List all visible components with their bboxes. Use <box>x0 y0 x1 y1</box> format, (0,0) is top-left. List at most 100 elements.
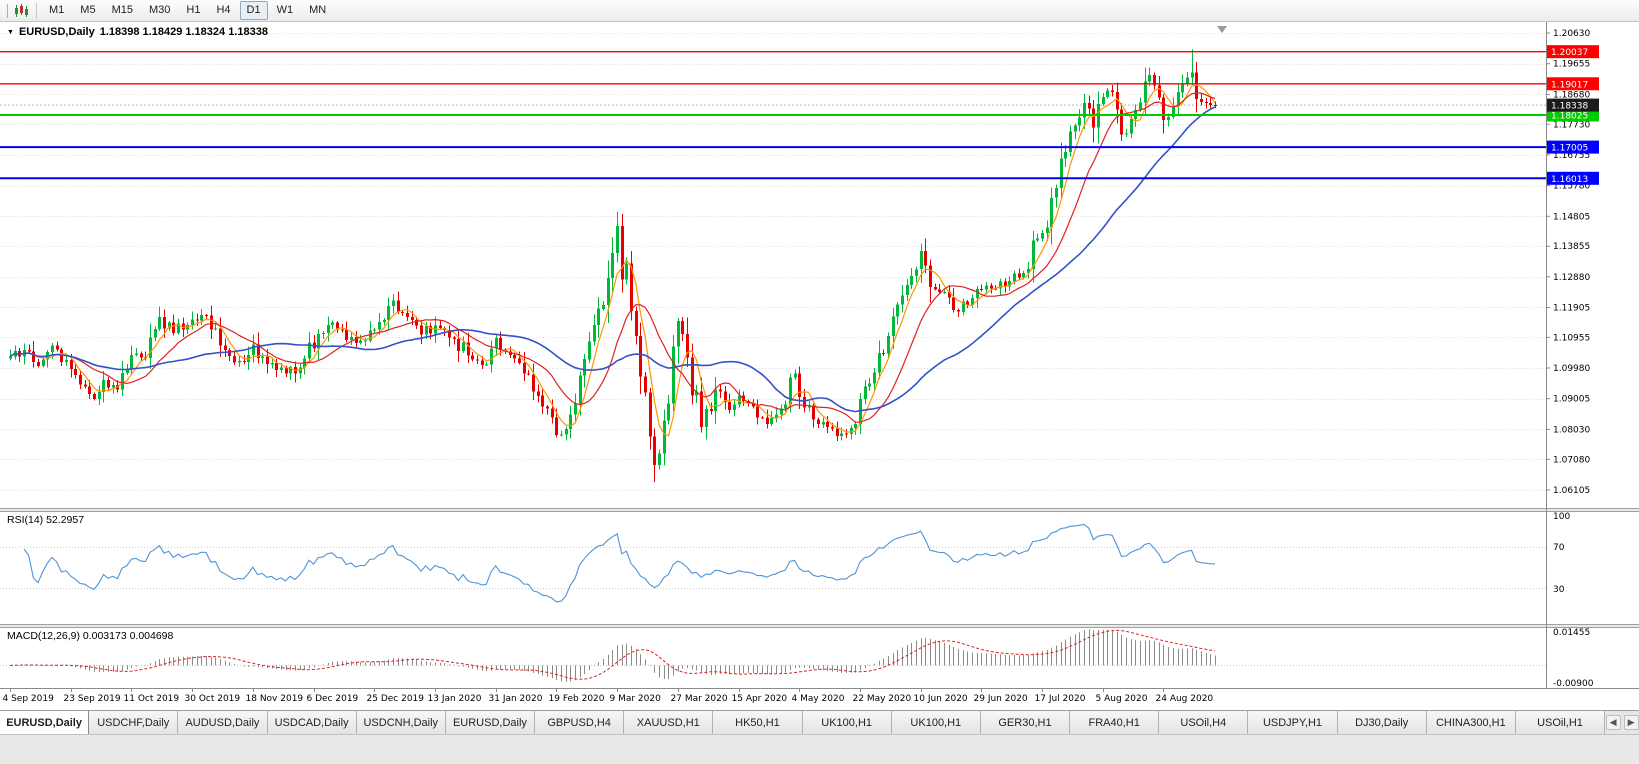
price-axis[interactable]: 1.20630 1.19655 1.18680 1.17730 1.16755 1.157… <box>1546 22 1599 689</box>
timeframe-button-MN[interactable]: MN <box>309 4 327 16</box>
chart-tab-1[interactable]: USDCHF,Daily <box>89 711 179 734</box>
chart-tab-11[interactable]: GER30,H1 <box>980 711 1071 734</box>
candles-series <box>9 49 1217 482</box>
svg-text:1.18025: 1.18025 <box>1551 111 1588 121</box>
chart-tab-8[interactable]: HK50,H1 <box>713 711 803 734</box>
date-axis[interactable]: 4 Sep 2019 23 Sep 2019 11 Oct 2019 30 Oct 2… <box>0 688 1639 705</box>
timeframe-button-H4[interactable]: H4 <box>216 4 231 16</box>
chart-tab-7[interactable]: XAUUSD,H1 <box>624 711 714 734</box>
chart-tab-5[interactable]: EURUSD,Daily <box>445 711 536 734</box>
svg-text:1.18680: 1.18680 <box>1553 90 1590 100</box>
timeframe-button-M15[interactable]: M15 <box>111 4 133 16</box>
svg-text:15 Apr 2020: 15 Apr 2020 <box>732 694 788 704</box>
tab-scroll-left[interactable]: ◀ <box>1605 715 1621 730</box>
rsi-line <box>23 523 1215 603</box>
timeframe-button-W1[interactable]: W1 <box>276 4 294 16</box>
chart-tab-2[interactable]: AUDUSD,Daily <box>178 711 268 734</box>
macd-pane <box>0 629 1546 682</box>
timeframe-button-M5[interactable]: M5 <box>80 4 96 16</box>
timeframe-button-H1[interactable]: H1 <box>186 4 201 16</box>
macd-signal-line <box>9 629 1215 680</box>
svg-text:4 Sep 2019: 4 Sep 2019 <box>3 694 55 704</box>
chart-tabs-bar: EURUSD,Daily USDCHF,Daily AUDUSD,Daily USDC… <box>0 710 1639 734</box>
svg-text:10 Jun 2020: 10 Jun 2020 <box>914 694 968 704</box>
price-label-support-blue-2: 1.16013 <box>1547 171 1599 185</box>
current-price-label: 1.18338 <box>1547 98 1599 112</box>
svg-text:1.16755: 1.16755 <box>1553 151 1590 161</box>
svg-text:1.20037: 1.20037 <box>1551 48 1588 58</box>
svg-text:13 Jan 2020: 13 Jan 2020 <box>428 694 482 704</box>
svg-text:30: 30 <box>1553 585 1565 595</box>
svg-text:18 Nov 2019: 18 Nov 2019 <box>246 694 304 704</box>
chart-area[interactable]: 4 Sep 2019 23 Sep 2019 11 Oct 2019 30 Oct 2… <box>0 22 1639 710</box>
pane-divider-1[interactable] <box>0 624 1639 628</box>
moving-average-5 <box>9 84 1216 437</box>
timeframe-buttons: M1 M5 M15 M30 H1 H4 D1 W1 MN <box>41 1 334 20</box>
svg-text:1.14805: 1.14805 <box>1553 212 1590 222</box>
svg-text:1.08030: 1.08030 <box>1553 425 1590 435</box>
svg-text:11 Oct 2019: 11 Oct 2019 <box>124 694 180 704</box>
price-label-resistance-2: 1.19017 <box>1547 77 1599 91</box>
price-label-resistance-1: 1.20037 <box>1547 45 1599 59</box>
svg-text:6 Dec 2019: 6 Dec 2019 <box>307 694 359 704</box>
chart-tab-16[interactable]: CHINA300,H1 <box>1426 711 1516 734</box>
svg-text:1.18338: 1.18338 <box>1551 102 1588 112</box>
svg-text:1.12880: 1.12880 <box>1553 273 1590 283</box>
svg-text:70: 70 <box>1553 543 1565 553</box>
chart-canvas[interactable]: 4 Sep 2019 23 Sep 2019 11 Oct 2019 30 Oct 2… <box>0 22 1639 710</box>
timeframe-toolbar: M1 M5 M15 M30 H1 H4 D1 W1 MN <box>0 0 1639 22</box>
chart-tab-4[interactable]: USDCNH,Daily <box>356 711 446 734</box>
timeframe-button-D1[interactable]: D1 <box>239 1 268 20</box>
chart-shift-marker-icon[interactable] <box>1217 26 1227 33</box>
chart-tab-6[interactable]: GBPUSD,H4 <box>535 711 625 734</box>
svg-text:1.10955: 1.10955 <box>1553 333 1590 343</box>
candlestick-icon <box>15 3 28 17</box>
chart-tab-14[interactable]: USDJPY,H1 <box>1248 711 1338 734</box>
svg-text:-0.00900: -0.00900 <box>1553 679 1594 689</box>
rsi-pane <box>0 523 1546 603</box>
svg-text:1.19655: 1.19655 <box>1553 60 1590 70</box>
svg-text:1.09980: 1.09980 <box>1553 364 1590 374</box>
timeframe-button-M30[interactable]: M30 <box>148 4 171 16</box>
svg-text:1.15780: 1.15780 <box>1553 182 1590 192</box>
svg-text:27 Mar 2020: 27 Mar 2020 <box>671 694 728 704</box>
toolbar-separator <box>36 2 37 19</box>
svg-text:1.17005: 1.17005 <box>1551 144 1588 154</box>
svg-text:4 May 2020: 4 May 2020 <box>792 694 845 704</box>
svg-text:1.11905: 1.11905 <box>1553 303 1590 313</box>
timeframe-button-M1[interactable]: M1 <box>49 4 65 16</box>
chart-tab-12[interactable]: FRA40,H1 <box>1070 711 1160 734</box>
svg-text:0.01455: 0.01455 <box>1553 628 1590 638</box>
svg-text:1.06105: 1.06105 <box>1553 486 1590 496</box>
tab-scroll-arrows: ◀ ▶ <box>1605 711 1639 734</box>
chart-tab-3[interactable]: USDCAD,Daily <box>267 711 357 734</box>
chart-tab-9[interactable]: UK100,H1 <box>802 711 892 734</box>
moving-average-13 <box>9 92 1216 423</box>
chart-tab-13[interactable]: USOil,H4 <box>1159 711 1249 734</box>
moving-average-34 <box>9 106 1216 413</box>
svg-text:22 May 2020: 22 May 2020 <box>853 694 912 704</box>
price-label-support-blue-1: 1.17005 <box>1547 140 1599 154</box>
svg-text:100: 100 <box>1553 512 1570 522</box>
chart-tab-0[interactable]: EURUSD,Daily <box>0 711 90 734</box>
svg-text:9 Mar 2020: 9 Mar 2020 <box>610 694 662 704</box>
svg-text:24 Aug 2020: 24 Aug 2020 <box>1156 694 1214 704</box>
chart-tab-17[interactable]: USOil,H1 <box>1515 711 1606 734</box>
svg-text:1.19017: 1.19017 <box>1551 80 1588 90</box>
svg-text:1.16013: 1.16013 <box>1551 175 1588 185</box>
tab-scroll-right[interactable]: ▶ <box>1623 715 1639 730</box>
price-label-support-green: 1.18025 <box>1547 108 1599 122</box>
chart-tab-10[interactable]: UK100,H1 <box>891 711 981 734</box>
pane-divider-0[interactable] <box>0 508 1639 512</box>
svg-text:1.07080: 1.07080 <box>1553 455 1590 465</box>
svg-text:19 Feb 2020: 19 Feb 2020 <box>549 694 605 704</box>
toolbar-grip[interactable] <box>3 3 8 18</box>
svg-text:1.20630: 1.20630 <box>1553 29 1590 39</box>
svg-text:1.13855: 1.13855 <box>1553 242 1590 252</box>
svg-text:23 Sep 2019: 23 Sep 2019 <box>64 694 121 704</box>
svg-text:1.09005: 1.09005 <box>1553 395 1590 405</box>
status-bar <box>0 734 1639 764</box>
chart-tab-15[interactable]: DJ30,Daily <box>1337 711 1427 734</box>
chart-toolbar-icon[interactable] <box>12 3 30 19</box>
